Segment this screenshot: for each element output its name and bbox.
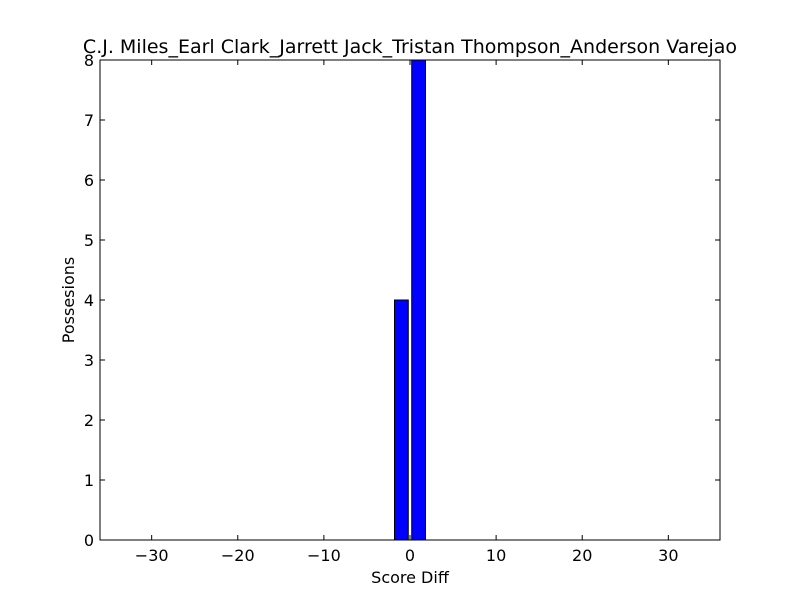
y-tick-label: 4 [84,291,94,310]
bars-group [394,59,427,541]
y-tick-label: 2 [84,411,94,430]
y-tick-label: 5 [84,231,94,250]
x-tick-label: 20 [572,546,592,565]
x-tick-label: 30 [658,546,678,565]
x-tick-label: 0 [405,546,415,565]
x-tick-label: 10 [486,546,506,565]
x-tick-label: −20 [221,546,255,565]
x-tick-label: −30 [135,546,169,565]
plot-frame [99,59,721,541]
y-tick-label: 6 [84,171,94,190]
y-tick-label: 1 [84,471,94,490]
y-tick-label: 7 [84,111,94,130]
y-ticks-group: 0 1 2 3 4 5 6 7 8 [84,51,720,550]
bar [394,299,409,541]
bar [411,59,427,541]
x-tick-label: −10 [307,546,341,565]
x-ticks-group: −30 −20 −10 0 10 20 30 [135,60,679,565]
chart-title: C.J. Miles_Earl Clark_Jarrett Jack_Trist… [83,36,737,58]
y-tick-label: 0 [84,531,94,550]
y-axis-label: Possesions [59,257,78,343]
x-axis-label: Score Diff [371,568,450,587]
y-tick-label: 8 [84,51,94,70]
y-tick-label: 3 [84,351,94,370]
